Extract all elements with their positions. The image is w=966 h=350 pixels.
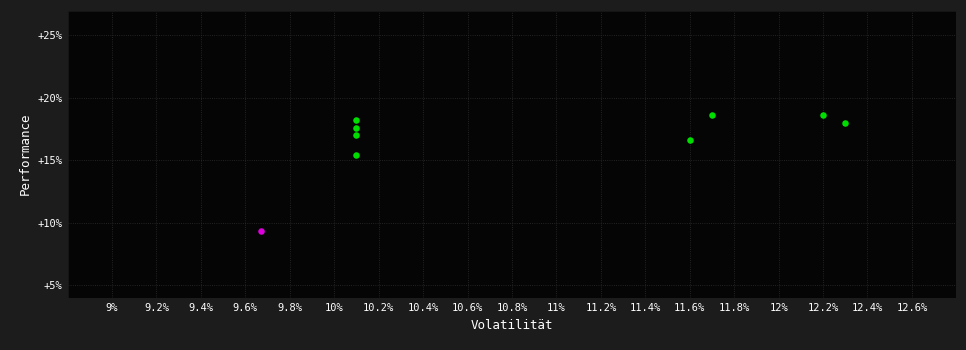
Y-axis label: Performance: Performance: [18, 113, 32, 195]
Point: [349, 125, 364, 131]
Point: [704, 112, 720, 118]
Point: [682, 138, 697, 143]
Point: [349, 133, 364, 138]
X-axis label: Volatilität: Volatilität: [470, 318, 554, 331]
Point: [349, 153, 364, 158]
Point: [349, 118, 364, 123]
Point: [838, 120, 853, 126]
Point: [253, 229, 269, 234]
Point: [815, 112, 831, 118]
